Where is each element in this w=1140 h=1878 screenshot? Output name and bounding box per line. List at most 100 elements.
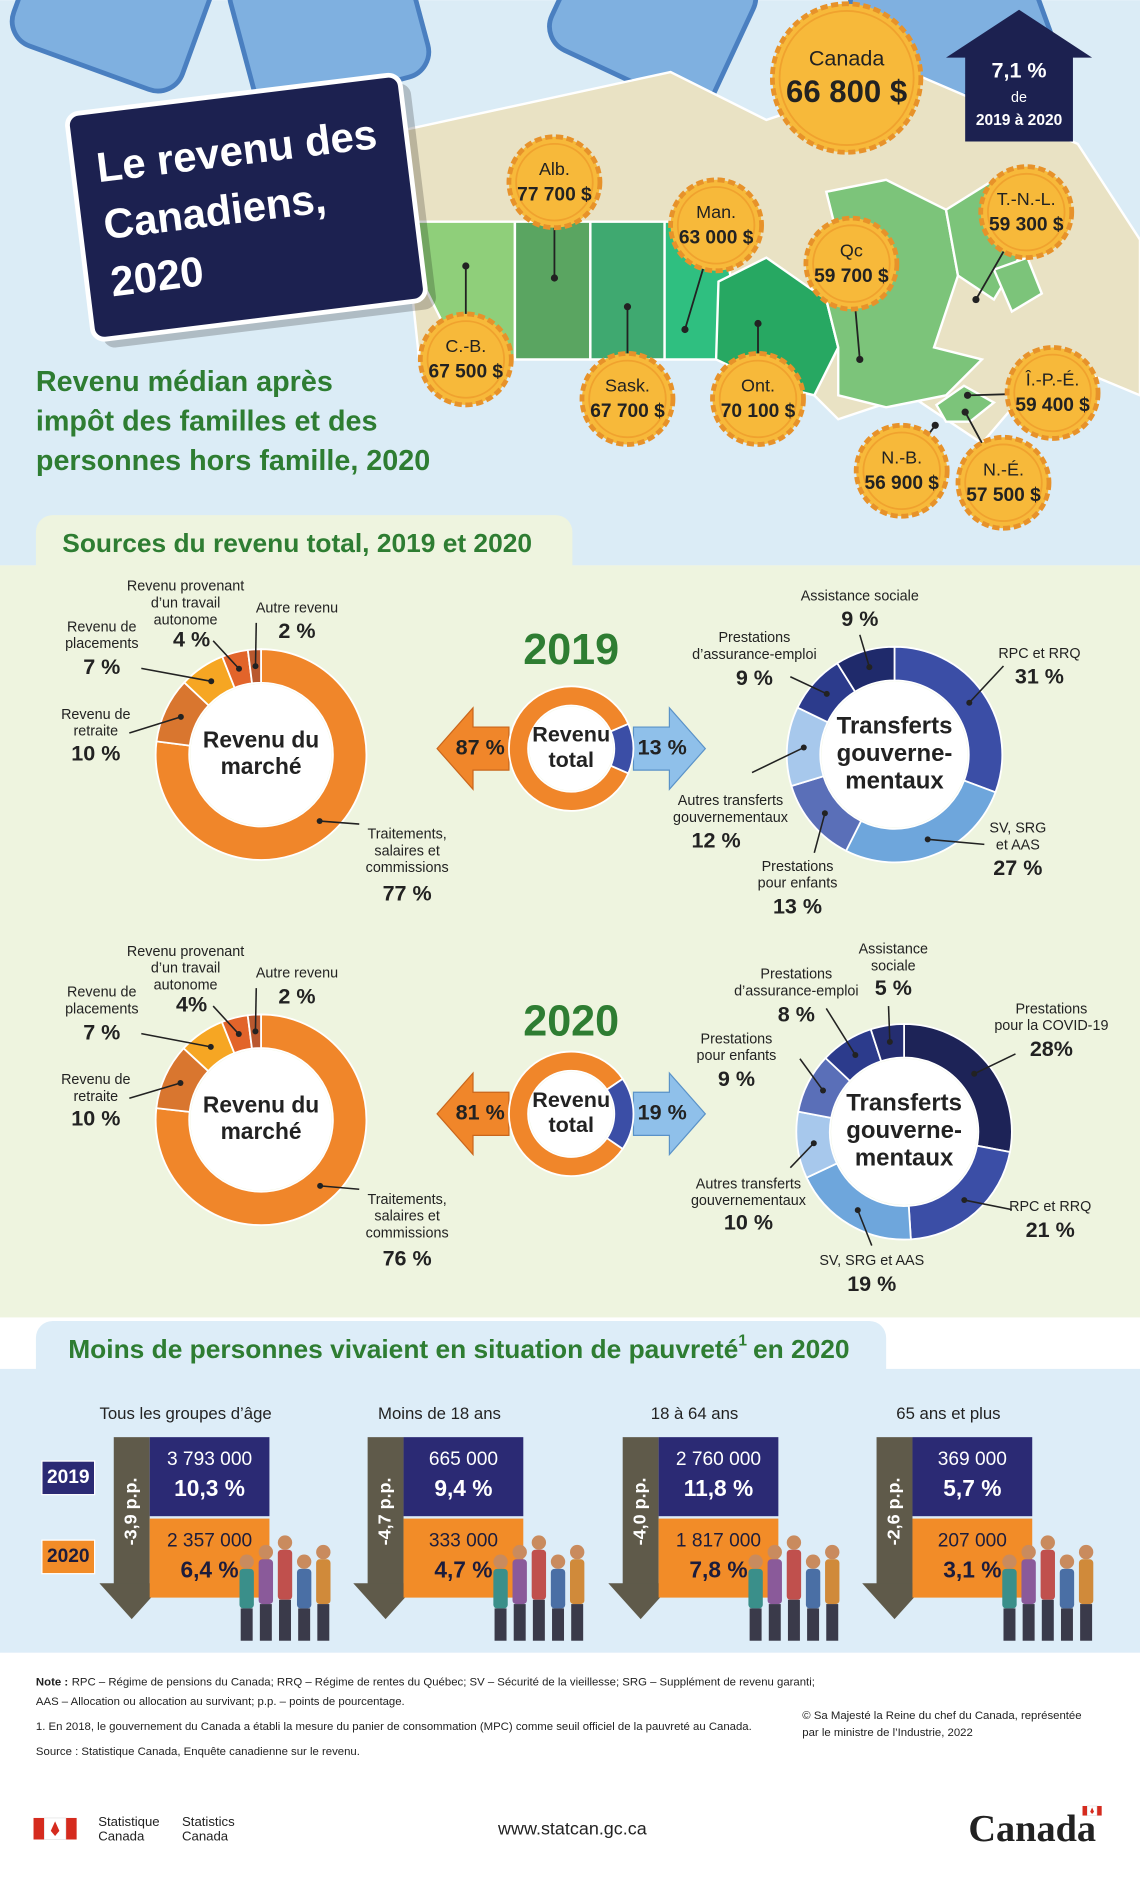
- donut-center: Transferts: [846, 1090, 962, 1117]
- leader-line: [799, 1058, 824, 1091]
- note: AAS – Allocation ou allocation au surviv…: [36, 1696, 405, 1708]
- donut-hole: [821, 681, 968, 828]
- coin: [710, 351, 806, 447]
- count: 3 793 000: [167, 1449, 252, 1470]
- segment-value: 21 %: [1026, 1217, 1075, 1242]
- change-arrow: [367, 1437, 404, 1586]
- leader-dot: [820, 1087, 827, 1094]
- flag-red: [65, 1817, 77, 1840]
- coin: [853, 422, 950, 519]
- segment-value: 2 %: [278, 618, 315, 643]
- coin: [417, 311, 514, 408]
- donut-center: Revenu du: [203, 726, 319, 752]
- person-head: [1040, 1535, 1055, 1550]
- segment-label: d’assurance-emploi: [692, 647, 817, 663]
- rate: 9,4 %: [434, 1475, 492, 1501]
- province-value: 59 300 $: [989, 214, 1064, 235]
- section-tab: [35, 515, 573, 587]
- copyright: par le ministre de l’Industrie, 2022: [802, 1727, 972, 1739]
- person-body: [1059, 1568, 1075, 1609]
- person-body: [239, 1568, 254, 1609]
- year-label: 2020: [523, 997, 619, 1045]
- segment-value: 27 %: [993, 855, 1042, 880]
- share-value: 81 %: [456, 1100, 505, 1125]
- leader-line: [254, 988, 258, 1032]
- change-arrow: [622, 1437, 659, 1586]
- change-arrow-head: [608, 1583, 673, 1620]
- leader-dot: [854, 1207, 861, 1214]
- donut-center: Revenu: [532, 1087, 610, 1112]
- section-title-part: en 2020: [753, 1334, 850, 1364]
- leader-dot: [208, 678, 215, 685]
- person-head: [748, 1554, 763, 1569]
- url: www.statcan.gc.ca: [497, 1819, 647, 1839]
- person-body: [258, 1559, 274, 1605]
- change-value: -4,7 p.p.: [374, 1477, 394, 1545]
- wordmark: Canada: [968, 1808, 1096, 1850]
- arrow-left: [436, 706, 510, 791]
- coin: [506, 134, 603, 231]
- person-head: [1078, 1544, 1094, 1560]
- person-legs: [1003, 1608, 1016, 1641]
- leader-dot: [207, 1043, 214, 1050]
- person-body: [1040, 1549, 1055, 1600]
- person-legs: [317, 1604, 330, 1641]
- flag-leaf: [50, 1821, 60, 1837]
- person-body: [767, 1559, 782, 1605]
- coin-ring: [515, 142, 594, 222]
- donut-segment: [508, 685, 630, 812]
- person-head: [1002, 1554, 1017, 1569]
- segment-label: Revenu de: [67, 619, 136, 635]
- leader-line: [141, 667, 212, 683]
- map-province: [513, 220, 592, 361]
- donut-center: total: [548, 747, 593, 772]
- leader-line: [859, 634, 871, 668]
- leader-dot: [462, 262, 470, 270]
- donut-center: mentaux: [855, 1145, 954, 1172]
- person-head: [550, 1554, 566, 1569]
- segment-label: Autre revenu: [256, 600, 338, 616]
- segment-label: Revenu de: [61, 707, 130, 723]
- segment-label: pour enfants: [697, 1048, 777, 1064]
- person-body: [550, 1568, 566, 1609]
- segment-value: 19 %: [847, 1271, 896, 1296]
- canada-name: Canada: [809, 46, 884, 71]
- coin-ring: [588, 359, 667, 439]
- person-legs: [1080, 1604, 1093, 1641]
- canada-value: 66 800 $: [786, 74, 907, 109]
- segment-label: Prestations: [762, 859, 834, 875]
- change-value: -3,9 p.p.: [120, 1477, 140, 1545]
- person-legs: [768, 1604, 781, 1641]
- change-arrow: [113, 1437, 150, 1586]
- segment-label: Prestations: [760, 967, 832, 983]
- province-name: N.-É.: [983, 460, 1024, 480]
- coin: [955, 434, 1052, 531]
- person-legs: [807, 1608, 820, 1641]
- change-value: -2,6 p.p.: [883, 1477, 903, 1545]
- person-legs: [298, 1608, 311, 1641]
- province-name: Qc: [840, 240, 863, 260]
- person-legs: [1060, 1608, 1073, 1641]
- donut-center: Revenu du: [203, 1092, 319, 1118]
- segment-value: 76 %: [383, 1246, 432, 1271]
- section-title-part: 1: [738, 1332, 747, 1349]
- box-2019: [403, 1437, 524, 1517]
- leader-dot: [931, 421, 939, 429]
- province-value: 67 700 $: [590, 401, 665, 422]
- note-text: RPC – Régime de pensions du Canada; RRQ …: [72, 1677, 815, 1689]
- segment-label: d’un travail: [151, 596, 220, 612]
- segment-label: commissions: [366, 1225, 449, 1241]
- person-legs: [279, 1599, 291, 1641]
- year-label: 2020: [47, 1546, 90, 1567]
- segment-label: placements: [65, 1001, 138, 1017]
- person-head: [531, 1535, 547, 1550]
- leader-dot: [252, 1028, 259, 1035]
- segment-label: Autres transferts: [678, 793, 783, 809]
- year-box: [41, 1460, 96, 1496]
- person-body: [1078, 1559, 1094, 1605]
- leader-dot: [550, 274, 559, 282]
- leader-line: [212, 640, 240, 670]
- segment-label: gouvernementaux: [673, 810, 789, 826]
- group-name: Moins de 18 ans: [378, 1404, 501, 1423]
